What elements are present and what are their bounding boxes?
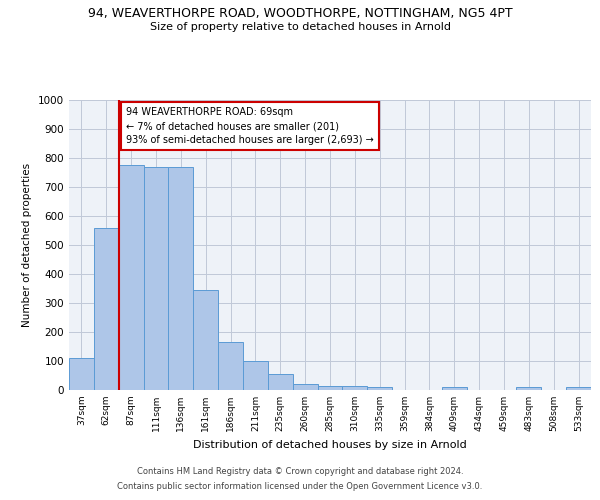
Text: 94, WEAVERTHORPE ROAD, WOODTHORPE, NOTTINGHAM, NG5 4PT: 94, WEAVERTHORPE ROAD, WOODTHORPE, NOTTI…	[88, 8, 512, 20]
Bar	[94, 228, 119, 390]
Bar	[243, 361, 268, 390]
Y-axis label: Number of detached properties: Number of detached properties	[22, 163, 32, 327]
Bar	[317, 386, 343, 390]
Bar	[69, 358, 94, 390]
Bar	[268, 374, 293, 390]
Text: 94 WEAVERTHORPE ROAD: 69sqm
← 7% of detached houses are smaller (201)
93% of sem: 94 WEAVERTHORPE ROAD: 69sqm ← 7% of deta…	[126, 108, 374, 146]
Bar	[218, 342, 243, 390]
Bar	[343, 386, 367, 390]
Bar	[367, 387, 392, 390]
X-axis label: Distribution of detached houses by size in Arnold: Distribution of detached houses by size …	[193, 440, 467, 450]
Bar	[119, 166, 143, 390]
Bar	[293, 384, 317, 390]
Bar	[193, 290, 218, 390]
Bar	[143, 166, 169, 390]
Bar	[517, 387, 541, 390]
Text: Contains HM Land Registry data © Crown copyright and database right 2024.: Contains HM Land Registry data © Crown c…	[137, 467, 463, 476]
Text: Size of property relative to detached houses in Arnold: Size of property relative to detached ho…	[149, 22, 451, 32]
Bar	[169, 166, 193, 390]
Bar	[442, 387, 467, 390]
Text: Contains public sector information licensed under the Open Government Licence v3: Contains public sector information licen…	[118, 482, 482, 491]
Bar	[566, 387, 591, 390]
